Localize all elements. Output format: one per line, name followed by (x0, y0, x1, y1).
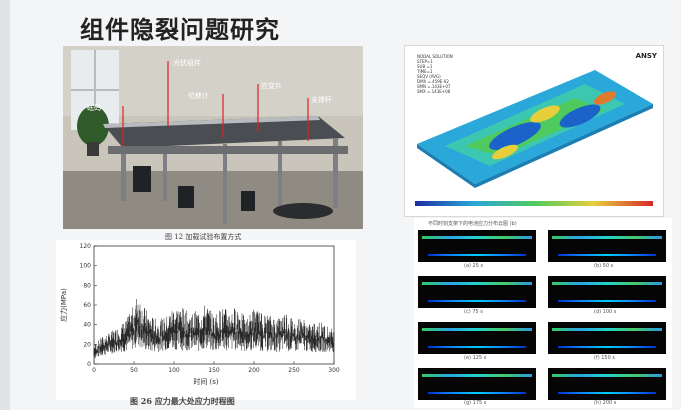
strip-base (428, 254, 526, 256)
strip-base (558, 300, 656, 302)
sim-header-line: NODAL SOLUTION (417, 54, 453, 59)
callout-pv-module: 光伏组件 (173, 59, 201, 67)
sim-header-line: SMN =.143E+07 (417, 84, 451, 89)
x-tick-label: 0 (92, 367, 96, 374)
strip-top (422, 282, 532, 285)
y-axis-label: 应力(MPa) (59, 288, 68, 322)
x-tick-label: 100 (168, 367, 180, 374)
y-tick-label: 20 (83, 341, 91, 348)
test-setup-photo: 光伏组件 应变片 位移计 砝码 支撑杆 (63, 46, 363, 229)
strip-base (428, 392, 526, 394)
strip-label-a: (a) 25 s (464, 263, 484, 269)
sim-header-line: TIME=1 (417, 69, 433, 74)
strip-label-g: (g) 175 s (464, 400, 487, 406)
y-tick-label: 60 (83, 302, 91, 309)
y-tick-label: 80 (83, 282, 91, 289)
y-tick-label: 100 (80, 263, 92, 270)
ansys-logo-text: ANSY (635, 52, 657, 60)
strip-cell-b (548, 230, 666, 262)
strip-label-f: (f) 150 s (594, 355, 615, 361)
strip-top (422, 374, 532, 377)
stress-contour-plot (405, 46, 663, 216)
strip-cell-d (548, 276, 666, 308)
callout-support-rod: 支撑杆 (311, 96, 332, 104)
strip-top (422, 236, 532, 239)
strip-label-h: (h) 200 s (594, 400, 617, 406)
strip-base (558, 392, 656, 394)
sim-header-line: STEP=1 (417, 59, 433, 64)
stress-signal-line (93, 298, 335, 359)
x-tick-label: 250 (288, 367, 300, 374)
slide-title: 组件隐裂问题研究 (80, 16, 280, 44)
simulation-panel: NODAL SOLUTION STEP=1 SUB =1 TIME=1 SEQV… (404, 45, 664, 217)
stress-time-chart: 0 20 40 60 80 100 120 0 50 100 150 200 250 300 时间 (s… (59, 243, 340, 386)
simulation-header: NODAL SOLUTION STEP=1 SUB =1 TIME=1 SEQV… (417, 54, 453, 94)
strip-base (428, 300, 526, 302)
strip-cell-c (418, 276, 536, 308)
strip-label-d: (d) 100 s (594, 309, 617, 315)
strip-top (552, 328, 662, 331)
strip-base (558, 346, 656, 348)
sim-header-line: SUB =1 (417, 64, 433, 69)
x-tick-label: 150 (208, 367, 220, 374)
callout-displacement-meter: 位移计 (188, 92, 209, 100)
strip-top (422, 328, 532, 331)
stress-strip-grid: 不同时刻支架下的电池应力分布云图 (b) (a) 25 s (b) 50 s (… (414, 218, 672, 408)
x-tick-label: 200 (248, 367, 260, 374)
strip-label-b: (b) 50 s (594, 263, 614, 269)
strip-top (552, 236, 662, 239)
strip-grid-heading: 不同时刻支架下的电池应力分布云图 (b) (428, 221, 517, 227)
slide-edge (0, 0, 10, 410)
sim-header-line: DMX =.459E-02 (417, 79, 449, 84)
strip-cell-g (418, 368, 536, 400)
sim-header-line: SEQV (AVG) (417, 74, 441, 79)
x-tick-label: 50 (130, 367, 138, 374)
x-axis-label: 时间 (s) (193, 377, 219, 386)
y-tick-label: 120 (80, 243, 92, 250)
strip-top (552, 282, 662, 285)
strip-cell-h (548, 368, 666, 400)
x-tick-label: 300 (328, 367, 340, 374)
chart-caption: 图 26 应力最大处应力时程图 (130, 396, 235, 406)
strip-base (428, 346, 526, 348)
strip-cell-e (418, 322, 536, 354)
test-setup-illustration (63, 46, 363, 229)
strip-top (552, 374, 662, 377)
strip-cell-f (548, 322, 666, 354)
callout-strain-gauge: 应变片 (261, 82, 282, 90)
sim-header-line: SMX =.143E+08 (417, 89, 451, 94)
strip-cell-a (418, 230, 536, 262)
strip-base (558, 254, 656, 256)
stress-chart-panel: 0 20 40 60 80 100 120 0 50 100 150 200 250 300 时间 (s… (56, 240, 356, 400)
x-axis-ticks: 0 50 100 150 200 250 300 (92, 361, 340, 374)
y-tick-label: 0 (87, 361, 91, 368)
stress-series (93, 298, 335, 359)
photo-caption: 图 12 加载试验布置方式 (165, 233, 242, 241)
y-axis-ticks: 0 20 40 60 80 100 120 (80, 243, 97, 368)
strip-label-c: (c) 75 s (464, 309, 483, 315)
strip-label-e: (e) 125 s (464, 355, 487, 361)
y-tick-label: 40 (83, 322, 91, 329)
callout-weight: 砝码 (87, 104, 101, 112)
